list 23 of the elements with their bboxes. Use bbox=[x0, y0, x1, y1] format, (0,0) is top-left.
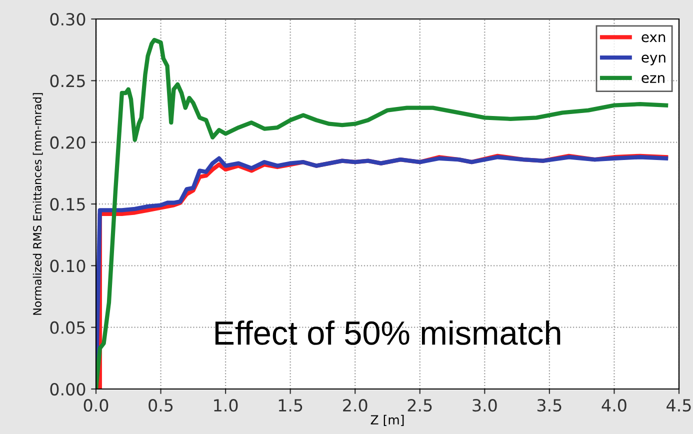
y-axis-title: Normalized RMS Emittances [mm-mrad] bbox=[32, 93, 43, 315]
x-tick-label: 0.5 bbox=[148, 399, 173, 412]
legend-label: exn bbox=[642, 34, 666, 42]
x-tick-label: 3.0 bbox=[472, 399, 497, 412]
y-tick-label: 0.15 bbox=[50, 198, 85, 211]
y-tick-label: 0.05 bbox=[50, 321, 85, 334]
x-tick-label: 0.0 bbox=[84, 399, 108, 412]
annotation: Effect of 50% mismatch bbox=[215, 320, 560, 345]
x-tick-label: 3.5 bbox=[537, 399, 562, 412]
x-tick-label: 2.0 bbox=[343, 399, 368, 412]
y-tick-label: 0.10 bbox=[50, 260, 86, 272]
x-axis-title: Z [m] bbox=[370, 414, 404, 426]
x-tick-label: 1.0 bbox=[214, 399, 238, 412]
y-tick-label: 0.25 bbox=[50, 74, 85, 88]
y-tick-label: 0.30 bbox=[50, 12, 86, 26]
legend-label: ezn bbox=[642, 75, 664, 84]
x-tick-label: 4.5 bbox=[666, 399, 691, 412]
legend-label: eyn bbox=[642, 54, 666, 66]
x-tick-label: 1.5 bbox=[278, 399, 302, 412]
y-tick-label: 0.20 bbox=[50, 136, 86, 149]
y-tick-label: 0.00 bbox=[50, 382, 86, 396]
x-tick-label: 2.5 bbox=[408, 399, 432, 412]
x-tick-label: 4.0 bbox=[602, 399, 626, 412]
